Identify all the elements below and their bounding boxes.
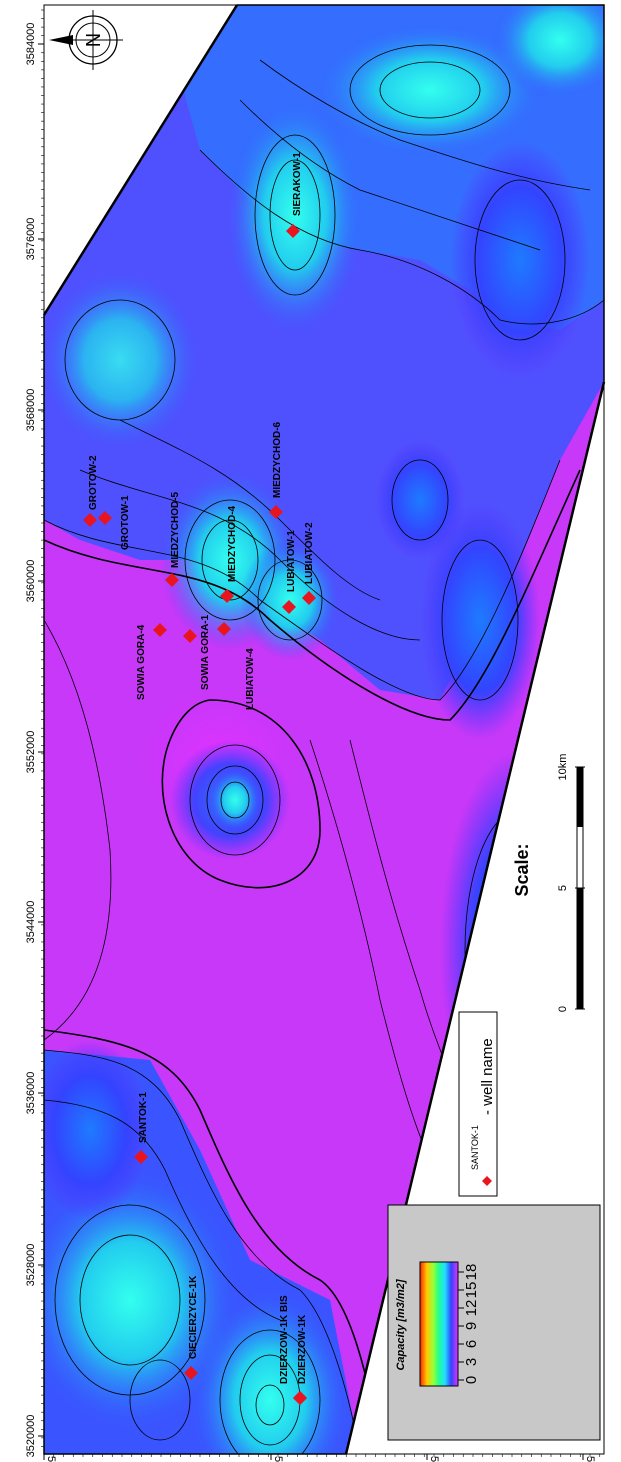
- well-markers: GROTOW-2 GROTOW-1 MIEDZYCHOD-5 SOWIA GORA-4…: [83, 152, 316, 1405]
- x-tick-label: 3560000: [25, 560, 37, 603]
- north-letter: N: [83, 33, 105, 47]
- capacity-map-raster: [44, 5, 604, 1454]
- well-label: SIERAKOW-1: [292, 152, 303, 216]
- well-label: DZIERZOW-1K BIS: [279, 1295, 290, 1384]
- well-label: GROTOW-1: [120, 495, 131, 550]
- legend-tick-label: 18: [463, 1264, 480, 1281]
- well-label: LUBIATOW-4: [245, 648, 256, 710]
- y-tick-label: 5824000: [584, 1456, 596, 1462]
- legend-tick-label: 9: [463, 1322, 480, 1330]
- well-label: LUBIATOW-1: [286, 530, 297, 592]
- legend-tick-label: 0: [463, 1376, 480, 1384]
- legend-tick-label: 3: [463, 1358, 480, 1366]
- y-tick-label: 5848000: [45, 1456, 57, 1462]
- well-marker: [134, 1150, 148, 1164]
- well-label: SOWIA GORA-1: [200, 614, 211, 690]
- y-tick-label: 5840000: [272, 1456, 284, 1462]
- scale-label-5: 5: [557, 885, 569, 891]
- well-key-sample: SANTOK-1: [470, 1125, 480, 1170]
- well-marker: [153, 623, 167, 637]
- x-tick-label: 3568000: [25, 389, 37, 432]
- x-tick-label: 3552000: [25, 731, 37, 774]
- compass-rose-icon: N: [49, 10, 123, 70]
- y-tick-label: 5832000: [428, 1456, 440, 1462]
- x-tick-label: 3576000: [25, 218, 37, 261]
- well-marker: [293, 1391, 307, 1405]
- x-tick-label: 3528000: [25, 1244, 37, 1287]
- well-marker: [217, 622, 231, 636]
- major-contours: [44, 469, 581, 1454]
- well-marker: [302, 591, 316, 605]
- legend-tick-label: 15: [463, 1282, 480, 1299]
- legend-tick-label: 6: [463, 1340, 480, 1348]
- well-label: MIEDZYCHOD-4: [227, 505, 238, 582]
- well-label: SANTOK-1: [138, 1092, 149, 1143]
- well-label: MIEDZYCHOD-6: [272, 421, 283, 498]
- legend-title: Capacity [m3/m2]: [395, 1279, 407, 1370]
- well-marker: [83, 513, 97, 527]
- scale-label-10: 10km: [557, 754, 569, 781]
- well-label: LUBIATOW-2: [304, 522, 315, 584]
- legend-color-bar: [419, 1261, 459, 1387]
- well-marker: [98, 511, 112, 525]
- x-tick-label: 3536000: [25, 1072, 37, 1115]
- well-label: MIEDZYCHOD-5: [170, 491, 181, 568]
- legend-tick-label: 12: [463, 1300, 480, 1317]
- y-axis: 5848000 5840000 5832000 5824000: [43, 1454, 601, 1462]
- well-key-text: - well name: [479, 1038, 496, 1115]
- scale-bar: Scale: 0 5 10km: [512, 754, 585, 1012]
- x-tick-label: 3544000: [25, 901, 37, 944]
- well-marker: [165, 573, 179, 587]
- well-marker: [183, 629, 197, 643]
- well-marker: [184, 1366, 198, 1380]
- scale-label-0: 0: [557, 1006, 569, 1012]
- well-marker: [220, 589, 234, 603]
- well-name-key: SANTOK-1 - well name: [458, 1011, 498, 1197]
- well-label: GROTOW-2: [88, 455, 99, 510]
- x-tick-label: 3520000: [25, 1415, 37, 1458]
- x-tick-label: 3584000: [25, 23, 37, 66]
- well-marker: [282, 600, 296, 614]
- well-marker-sample: [482, 1176, 492, 1186]
- well-label: CIECIERZYCE-1K: [188, 1275, 199, 1359]
- map-frame: [43, 4, 605, 1455]
- well-label: DZIERZOW-1K: [297, 1314, 308, 1384]
- well-label: SOWIA GORA-4: [136, 624, 147, 700]
- well-marker: [286, 224, 300, 238]
- x-axis: 3520000 3528000 3536000 3544000 3552000 35600…: [25, 9, 44, 1458]
- well-marker: [269, 505, 283, 519]
- scale-title: Scale:: [512, 843, 532, 896]
